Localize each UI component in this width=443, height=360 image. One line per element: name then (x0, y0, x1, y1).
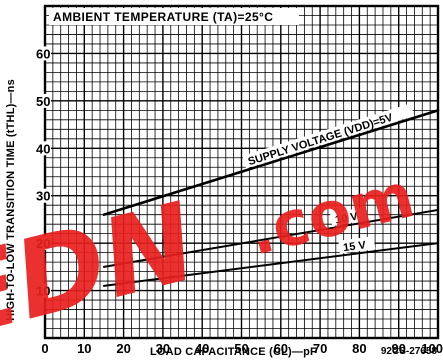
series-line-3 (102, 242, 439, 287)
x-tick-label: 90 (391, 341, 405, 356)
y-tick-bg (34, 283, 51, 298)
series-label-bg (330, 207, 368, 226)
y-tick-label: 10 (36, 284, 50, 299)
x-tick-label: 50 (234, 341, 248, 356)
y-tick-bg (34, 93, 51, 108)
y-tick-bg (34, 141, 51, 156)
y-tick-bg (34, 188, 51, 203)
x-tick-label: 0 (41, 341, 48, 356)
x-tick-label: 10 (77, 341, 91, 356)
y-tick-bg (34, 46, 51, 61)
x-tick-label: 20 (116, 341, 130, 356)
y-tick-label: 40 (36, 141, 50, 156)
x-axis-label: LOAD CAPACITANCE (CL)—pF (150, 346, 317, 358)
series-label-3: 15 V (343, 239, 368, 254)
y-tick-label: 30 (36, 189, 50, 204)
title-box (49, 8, 299, 25)
y-axis-label: HIGH-TO-LOW TRANSITION TIME (tTHL)—ns (5, 79, 17, 321)
series-label-bg (338, 236, 376, 254)
x-tick-label: 80 (352, 341, 366, 356)
title-layer: AMBIENT TEMPERATURE (TA)=25°C (49, 8, 299, 25)
figure-code: 92CS-27658 (381, 346, 438, 357)
series-line-1 (102, 109, 440, 216)
x-tick-label: 60 (274, 341, 288, 356)
y-tick-bg (34, 236, 51, 251)
series-label-2: 10 V (334, 211, 359, 227)
series-line-2 (102, 208, 439, 268)
series-label-bg (242, 103, 415, 169)
plot-border (43, 4, 440, 340)
y-tick-label: 50 (36, 94, 50, 109)
x-tick-label: 40 (195, 341, 209, 356)
x-tick-label: 100 (421, 341, 443, 356)
y-tick-label: 60 (36, 46, 50, 61)
y-tick-label: 20 (36, 236, 50, 251)
x-tick-label: 70 (313, 341, 327, 356)
chart-title: AMBIENT TEMPERATURE (TA)=25°C (53, 10, 273, 24)
series-layer (102, 109, 440, 287)
x-tick-label: 30 (156, 341, 170, 356)
